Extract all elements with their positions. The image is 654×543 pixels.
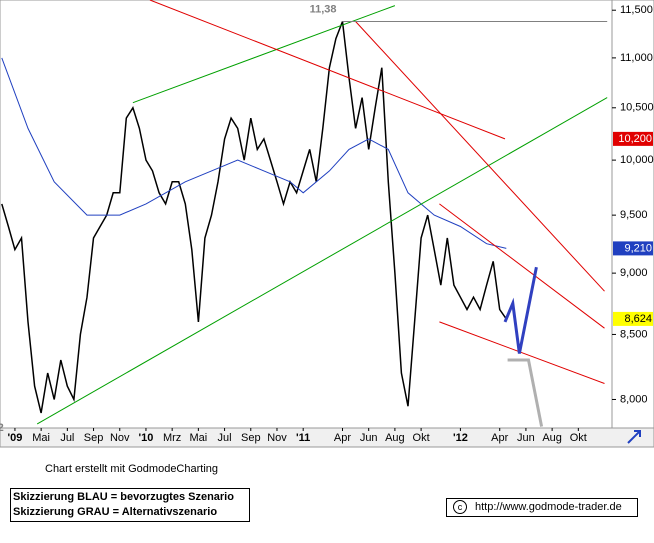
value-marker [613,311,653,326]
value-marker-label: 10,200 [618,133,652,145]
legend-gray: Skizzierung GRAU = Alternativszenario [13,506,218,518]
x-tick-label: Apr [334,432,351,444]
y-tick-label: 11,500 [620,4,653,16]
value-marker [613,241,653,256]
annotation: 11,38 [310,3,337,15]
x-tick-label: Aug [385,432,405,444]
x-tick-label: Okt [570,432,587,444]
chart: 11,500 11,000 10,500 10,000 9,500 9,000 8,500 8… [0,0,654,448]
series-line [503,266,538,354]
x-tick-label: Jul [60,432,74,444]
credit: Chart erstellt mit GodmodeCharting [45,463,219,475]
x-tick-label: '09 [8,432,23,444]
x-tick-label: Aug [542,432,562,444]
x-axis-band [0,427,654,448]
url-box: c http://www.godmode-trader.de [446,498,638,517]
x-tick-label: Sep [241,432,261,444]
x-tick-label: Nov [110,432,130,444]
series-line [149,0,506,140]
y-axis-band [611,0,654,429]
x-tick-label: Nov [267,432,287,444]
series-line [439,321,605,384]
x-tick-label: Sep [84,432,104,444]
x-tick-label: Mai [32,432,50,444]
series-line [355,21,605,292]
value-marker [613,131,653,146]
x-tick-label: '12 [453,432,468,444]
x-tick-label: Okt [413,432,430,444]
y-tick-label: 8,000 [620,393,648,405]
url[interactable]: http://www.godmode-trader.de [475,501,622,513]
y-tick-label: 8,500 [620,328,648,340]
series-line [1,21,507,414]
y-tick-label: 9,500 [620,209,648,221]
legend-box: Skizzierung BLAU = bevorzugtes Szenario … [10,488,250,522]
legend-blue: Skizzierung BLAU = bevorzugtes Szenario [13,491,234,503]
x-tick-label: Mai [189,432,207,444]
x-tick-label: Jul [218,432,232,444]
y-tick-label: 9,000 [620,267,648,279]
series-line [1,57,507,249]
series-line [507,358,544,427]
x-tick-label: Jun [517,432,535,444]
y-tick-label: 10,000 [620,154,654,166]
y-tick-label: 10,500 [620,102,654,114]
copyright-icon: c [453,500,467,514]
plot-area [0,0,613,429]
value-marker-label: 8,624 [624,313,652,325]
x-tick-label: '11 [296,432,310,444]
series-line [36,97,608,425]
series-line [439,203,605,329]
x-tick-label: Mrz [163,432,181,444]
annotation: 7,82 [0,422,4,434]
tool-icon[interactable] [627,430,641,444]
x-tick-label: Apr [491,432,508,444]
x-tick-label: Jun [360,432,378,444]
y-tick-label: 11,000 [620,52,653,64]
x-tick-label: '10 [139,432,154,444]
value-marker-label: 9,210 [624,242,652,254]
